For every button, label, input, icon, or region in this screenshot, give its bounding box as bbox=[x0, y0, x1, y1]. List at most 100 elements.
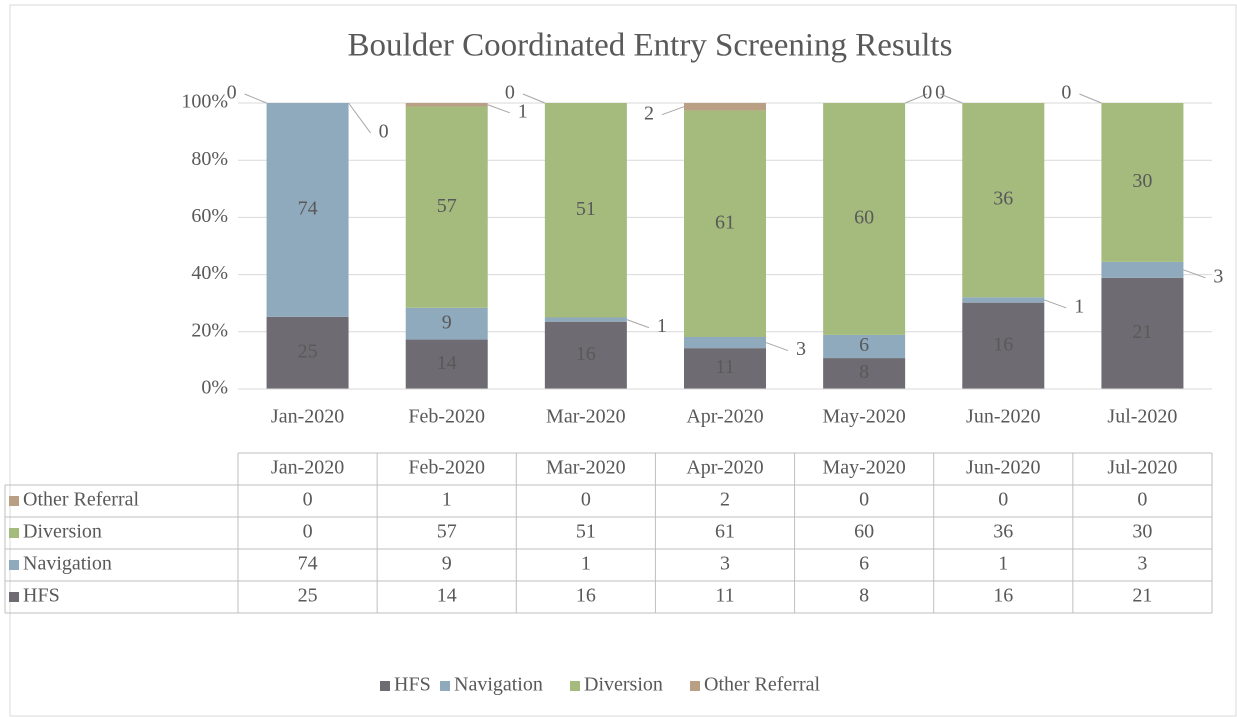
data-label: 30 bbox=[1132, 170, 1152, 192]
table-cell: 30 bbox=[1132, 521, 1152, 543]
data-label: 11 bbox=[715, 356, 734, 378]
x-tick-label: Jul-2020 bbox=[1107, 406, 1177, 428]
y-tick-label: 40% bbox=[191, 262, 228, 284]
data-label: 51 bbox=[576, 198, 596, 220]
data-label: 1 bbox=[657, 315, 667, 337]
x-tick-label: Apr-2020 bbox=[686, 406, 763, 428]
data-label: 0 bbox=[935, 82, 945, 104]
table-cell: 51 bbox=[576, 521, 596, 543]
data-label: 1 bbox=[1074, 296, 1084, 318]
bar-segment bbox=[544, 321, 627, 389]
table-cell: 25 bbox=[298, 585, 318, 607]
data-label: 21 bbox=[1132, 321, 1152, 343]
leader-line bbox=[765, 342, 789, 352]
table-cell: 57 bbox=[437, 521, 457, 543]
table-cell: 21 bbox=[1132, 585, 1152, 607]
x-tick-label: Feb-2020 bbox=[408, 406, 485, 428]
legend-key bbox=[380, 681, 390, 691]
leader-line bbox=[348, 102, 371, 134]
table-legend-key bbox=[9, 560, 19, 570]
data-label: 61 bbox=[715, 211, 735, 233]
data-label: 16 bbox=[576, 343, 596, 365]
table-legend-key bbox=[9, 528, 19, 538]
table-cell: 36 bbox=[993, 521, 1013, 543]
leader-line bbox=[522, 93, 546, 104]
legend-label: Diversion bbox=[584, 674, 663, 696]
data-label: 14 bbox=[437, 352, 457, 374]
bar-segment bbox=[684, 103, 766, 111]
leader-line bbox=[1044, 299, 1067, 309]
table-legend-key bbox=[9, 496, 19, 506]
x-tick-label: Mar-2020 bbox=[546, 406, 626, 428]
legend-label: HFS bbox=[394, 674, 431, 696]
table-legend-key bbox=[9, 592, 19, 602]
legend-label: Navigation bbox=[454, 674, 543, 696]
data-label: 0 bbox=[1061, 82, 1071, 104]
table-cell: 11 bbox=[715, 585, 734, 607]
bar-segment bbox=[684, 110, 766, 337]
bar-segment bbox=[962, 302, 1045, 389]
table-cell: 0 bbox=[581, 489, 591, 511]
bar-segment bbox=[544, 103, 627, 318]
legend-key bbox=[570, 681, 580, 691]
data-label: 0 bbox=[505, 82, 515, 104]
x-tick-label: Jun-2020 bbox=[966, 406, 1040, 428]
table-row-label: Navigation bbox=[23, 553, 112, 575]
table-cell: 0 bbox=[998, 489, 1008, 511]
bar-segment bbox=[266, 103, 349, 317]
bar-segment bbox=[962, 103, 1045, 298]
table-cell: 3 bbox=[1137, 553, 1147, 575]
table-cell: 16 bbox=[993, 585, 1013, 607]
table-cell: 6 bbox=[859, 553, 869, 575]
y-tick-label: 20% bbox=[191, 319, 228, 341]
table-header: Jul-2020 bbox=[1107, 457, 1177, 479]
table-cell: 8 bbox=[859, 585, 869, 607]
bar-segment bbox=[405, 307, 488, 340]
table-header: Mar-2020 bbox=[546, 457, 626, 479]
data-label: 25 bbox=[298, 340, 318, 362]
bar-segment bbox=[684, 348, 766, 389]
data-label: 1 bbox=[518, 100, 528, 122]
leader-line bbox=[1079, 93, 1102, 104]
data-label: 2 bbox=[644, 102, 654, 124]
legend-label: Other Referral bbox=[704, 674, 820, 696]
bar-segment bbox=[823, 103, 906, 335]
data-label: 0 bbox=[227, 82, 237, 104]
leader-line bbox=[1183, 269, 1206, 279]
bar-segment bbox=[405, 339, 488, 389]
table-cell: 0 bbox=[303, 489, 313, 511]
leader-line bbox=[904, 93, 928, 104]
table-row-label: HFS bbox=[23, 585, 60, 607]
table-cell: 14 bbox=[437, 585, 457, 607]
leader-line bbox=[626, 319, 650, 329]
table-cell: 1 bbox=[442, 489, 452, 511]
table-cell: 0 bbox=[1137, 489, 1147, 511]
data-label: 0 bbox=[379, 121, 389, 143]
table-header: May-2020 bbox=[822, 457, 905, 479]
data-label: 60 bbox=[854, 207, 874, 229]
bar-segment bbox=[1101, 103, 1184, 262]
data-label: 36 bbox=[993, 188, 1013, 210]
legend-key bbox=[690, 681, 700, 691]
bar-segment bbox=[405, 106, 488, 308]
table-cell: 0 bbox=[303, 521, 313, 543]
table-cell: 61 bbox=[715, 521, 735, 543]
table-cell: 60 bbox=[854, 521, 874, 543]
table-header: Jun-2020 bbox=[966, 457, 1040, 479]
bar-segment bbox=[823, 334, 906, 359]
y-tick-label: 80% bbox=[191, 148, 228, 170]
bar-segment bbox=[684, 337, 766, 349]
table-cell: 74 bbox=[298, 553, 318, 575]
data-label: 0 bbox=[922, 82, 932, 104]
bar-segment bbox=[405, 103, 488, 107]
legend-key bbox=[440, 681, 450, 691]
leader-line bbox=[940, 93, 963, 104]
leader-line bbox=[661, 106, 685, 116]
leader-line bbox=[487, 104, 510, 114]
table-row-label: Diversion bbox=[23, 521, 102, 543]
y-tick-label: 100% bbox=[181, 91, 228, 113]
table-header: Jan-2020 bbox=[271, 457, 344, 479]
bar-segment bbox=[1101, 261, 1184, 278]
data-label: 6 bbox=[859, 334, 869, 356]
